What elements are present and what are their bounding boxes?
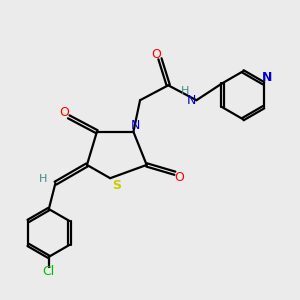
Text: O: O — [151, 48, 161, 61]
Text: O: O — [59, 106, 69, 119]
Text: S: S — [112, 179, 121, 192]
Text: N: N — [130, 118, 140, 132]
Text: N: N — [187, 94, 196, 107]
Text: H: H — [181, 86, 189, 96]
Text: O: O — [174, 171, 184, 184]
Text: N: N — [262, 71, 272, 84]
Text: Cl: Cl — [43, 265, 55, 278]
Text: H: H — [39, 174, 47, 184]
